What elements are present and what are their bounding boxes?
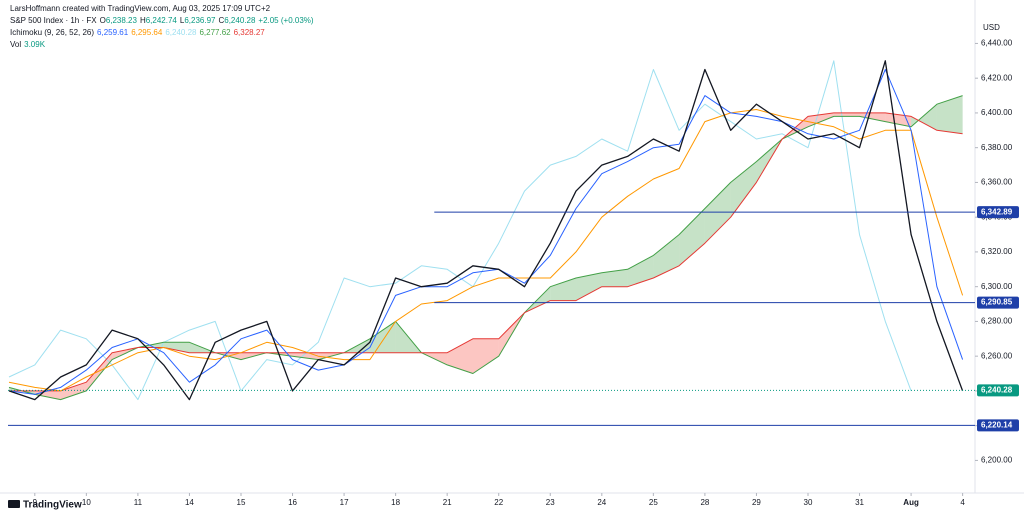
cloud-segment [576, 272, 602, 301]
y-tick-label: 6,320.00 [981, 247, 1013, 256]
cloud-segment [472, 338, 499, 374]
ichimoku-line: Ichimoku (9, 26, 52, 26) 6,259.61 6,295.64… [10, 27, 317, 39]
cloud-segment [60, 382, 87, 400]
level-label: 6,240.28 [981, 386, 1013, 395]
y-tick-label: 6,280.00 [981, 317, 1013, 326]
x-tick-label: 17 [340, 498, 349, 507]
cloud-segment [627, 255, 654, 287]
ichimoku-label: Ichimoku (9, 26, 52, 26) [10, 28, 95, 37]
x-tick-label: 24 [597, 498, 606, 507]
x-tick-label: 29 [752, 498, 761, 507]
cloud-segment [911, 104, 937, 131]
ichimoku-value: 6,277.62 [199, 28, 231, 37]
x-tick-label: 4 [960, 498, 965, 507]
y-tick-label: 6,380.00 [981, 143, 1013, 152]
y-tick-label: 6,400.00 [981, 108, 1013, 117]
x-tick-label: 10 [82, 498, 91, 507]
level-label: 6,220.14 [981, 421, 1013, 430]
indicator-line [8, 69, 964, 395]
x-tick-label: 25 [649, 498, 658, 507]
x-tick-label: 30 [804, 498, 813, 507]
ohlc-value: 6,242.74 [145, 16, 177, 25]
ohlc-value: 6,238.23 [105, 16, 137, 25]
legend-header: LarsHoffmann created with TradingView.co… [10, 3, 317, 51]
currency-label: USD [983, 23, 1000, 32]
y-tick-label: 6,420.00 [981, 73, 1013, 82]
indicator-line [8, 60, 912, 401]
level-label-box [977, 206, 1019, 219]
level-label: 6,290.85 [981, 298, 1013, 307]
cloud-segment [704, 182, 731, 244]
x-tick-label: 14 [185, 498, 194, 507]
cloud-segment [447, 338, 473, 374]
level-label-box [977, 419, 1019, 432]
ohlc-label: O [99, 16, 106, 25]
ichimoku-value: 6,295.64 [131, 28, 163, 37]
y-tick-label: 6,200.00 [981, 456, 1013, 465]
level-label-box [977, 384, 1019, 397]
cloud-segment [163, 342, 190, 353]
ichimoku-value: 6,259.61 [97, 28, 129, 37]
cloud-segment [550, 277, 577, 301]
x-tick-label: 18 [391, 498, 400, 507]
x-tick-label: 22 [494, 498, 503, 507]
x-tick-label: 21 [443, 498, 452, 507]
ohlc-value: 6,240.28 [224, 16, 256, 25]
ohlc-label: L [179, 16, 185, 25]
ohlc-value: 6,236.97 [184, 16, 216, 25]
x-tick-label: 23 [546, 498, 555, 507]
cloud-segment [369, 321, 396, 353]
price-line [8, 60, 964, 401]
brand-icon [8, 500, 20, 508]
credit: LarsHoffmann created with TradingView.co… [10, 4, 271, 13]
cloud-segment [833, 112, 860, 117]
indicator-line [8, 109, 964, 392]
cloud-segment [679, 208, 705, 266]
y-tick-label: 6,260.00 [981, 351, 1013, 360]
brand: TradingView [23, 500, 82, 511]
level-label-box [977, 296, 1019, 309]
x-tick-label: Aug [903, 498, 919, 507]
indicator-line [8, 95, 963, 401]
ohlc-label: H [139, 16, 146, 25]
y-tick-label: 6,300.00 [981, 282, 1013, 291]
cloud-segment [936, 95, 963, 134]
cloud-segment [601, 269, 628, 287]
symbol-line: S&P 500 Index · 1h · FX O6,238.23 H6,242.7… [10, 15, 317, 27]
ichimoku-value: 6,240.28 [165, 28, 197, 37]
cloud-segment [653, 234, 680, 278]
cloud-segment [730, 161, 757, 218]
x-tick-label: 31 [855, 498, 864, 507]
x-tick-label: 28 [700, 498, 709, 507]
cloud-segment [885, 112, 912, 127]
volume-label: Vol [10, 40, 22, 49]
y-tick-label: 6,360.00 [981, 178, 1013, 187]
credit-line: LarsHoffmann created with TradingView.co… [10, 3, 317, 15]
ichimoku-value: 6,328.27 [233, 28, 265, 37]
x-tick-label: 16 [288, 498, 297, 507]
change: +2.05 (+0.03%) [258, 16, 314, 25]
symbol: S&P 500 Index · 1h · FX [10, 16, 97, 25]
ohlc-label: C [218, 16, 225, 25]
volume-value: 3.09K [24, 40, 46, 49]
volume-line: Vol 3.09K [10, 39, 317, 51]
cloud-segment [86, 352, 113, 391]
x-tick-label: 11 [134, 498, 143, 507]
x-tick-label: 9 [33, 498, 38, 507]
indicator-line [9, 112, 963, 392]
x-tick-label: 15 [237, 498, 246, 507]
y-tick-label: 6,440.00 [981, 39, 1013, 48]
level-label: 6,342.89 [981, 207, 1013, 216]
plot-area [8, 60, 964, 401]
